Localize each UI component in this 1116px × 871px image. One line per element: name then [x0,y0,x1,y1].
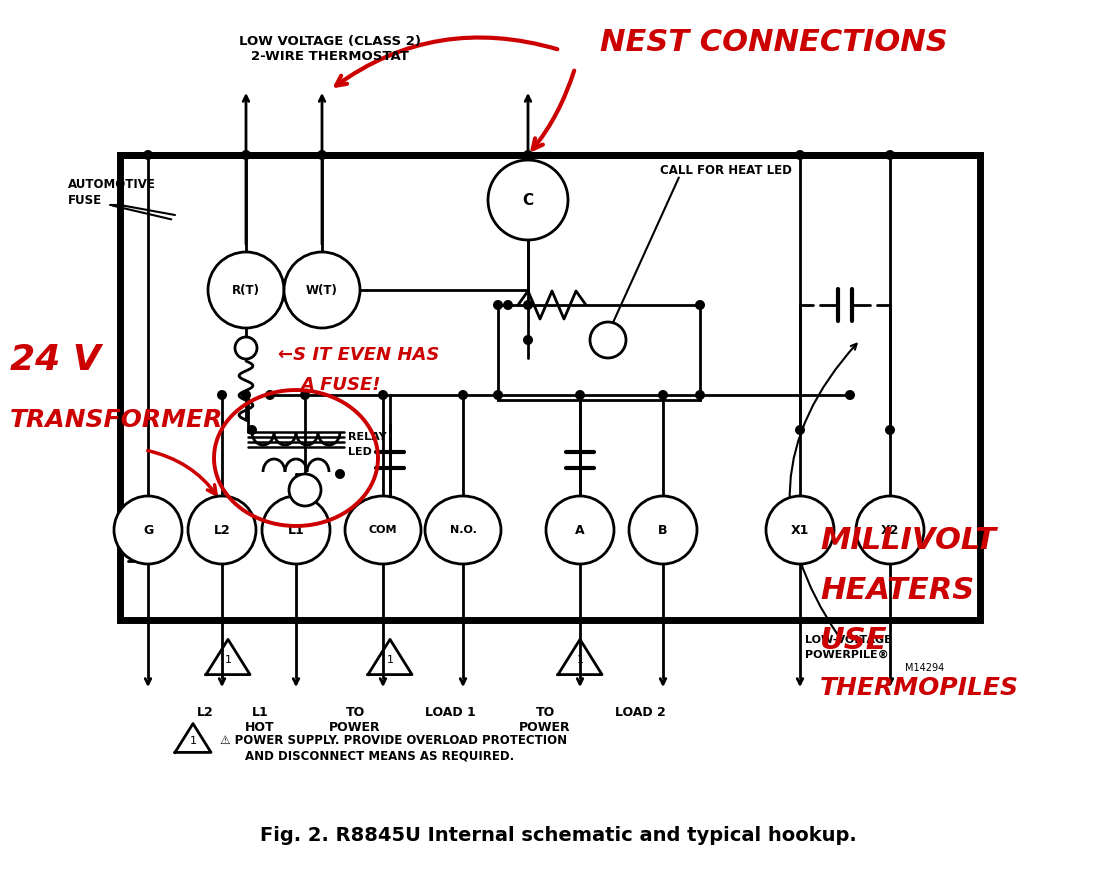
Circle shape [317,150,327,160]
Text: TRANSFORMER: TRANSFORMER [10,408,223,432]
Text: POWER: POWER [519,720,570,733]
Circle shape [590,322,626,358]
Text: RELAY: RELAY [348,432,386,442]
Text: CALL FOR HEAT LED: CALL FOR HEAT LED [660,164,792,177]
Text: USE: USE [820,625,887,654]
Text: 24 V: 24 V [10,343,100,377]
Text: LED: LED [348,447,372,457]
Circle shape [845,390,855,400]
Ellipse shape [766,496,834,564]
Circle shape [247,425,257,435]
Text: TO: TO [345,706,365,719]
Circle shape [523,150,533,160]
Ellipse shape [629,496,698,564]
Circle shape [795,425,805,435]
Circle shape [795,150,805,160]
Text: POWERPILE®: POWERPILE® [805,650,888,660]
Bar [498,305,700,400]
Circle shape [523,300,533,310]
Text: THERMOPILES: THERMOPILES [820,676,1019,700]
Circle shape [335,469,345,479]
Text: R(T): R(T) [232,283,260,296]
Text: HOT: HOT [246,720,275,733]
Ellipse shape [546,496,614,564]
Text: B: B [658,523,667,537]
Text: ⚠ POWER SUPPLY. PROVIDE OVERLOAD PROTECTION: ⚠ POWER SUPPLY. PROVIDE OVERLOAD PROTECT… [220,733,567,746]
Ellipse shape [345,496,421,564]
Text: COM: COM [368,525,397,535]
Circle shape [143,150,153,160]
Text: POWER: POWER [329,720,381,733]
Circle shape [885,150,895,160]
Ellipse shape [425,496,501,564]
Circle shape [575,390,585,400]
Circle shape [695,390,705,400]
Text: C: C [522,192,533,207]
Circle shape [208,252,283,328]
Text: A: A [575,523,585,537]
Text: L1: L1 [288,523,305,537]
Text: LOW VOLTAGE (CLASS 2): LOW VOLTAGE (CLASS 2) [239,36,421,49]
Circle shape [493,300,503,310]
Text: AND DISCONNECT MEANS AS REQUIRED.: AND DISCONNECT MEANS AS REQUIRED. [246,750,514,762]
Circle shape [503,300,513,310]
Text: L1: L1 [251,706,268,719]
Text: W(T): W(T) [306,283,338,296]
Text: 1: 1 [190,736,196,746]
Circle shape [241,150,251,160]
Circle shape [300,390,310,400]
Circle shape [264,390,275,400]
Circle shape [217,390,227,400]
Text: X2: X2 [881,523,899,537]
Circle shape [378,390,388,400]
Text: 1: 1 [224,655,231,665]
Circle shape [289,474,321,506]
Text: MILLIVOLT: MILLIVOLT [820,525,995,555]
Circle shape [241,390,251,400]
Circle shape [458,390,468,400]
Text: L2: L2 [213,523,230,537]
Text: Fig. 2. R8845U Internal schematic and typical hookup.: Fig. 2. R8845U Internal schematic and ty… [260,826,856,845]
Text: FUSE: FUSE [68,193,103,206]
Circle shape [523,335,533,345]
Text: 1: 1 [386,655,394,665]
Text: 2-WIRE THERMOSTAT: 2-WIRE THERMOSTAT [251,51,408,64]
Ellipse shape [856,496,924,564]
Text: NEST CONNECTIONS: NEST CONNECTIONS [600,28,947,57]
Text: LOAD 1: LOAD 1 [424,706,475,719]
Text: LOW-VOLTAGE: LOW-VOLTAGE [805,635,892,645]
Text: ←S IT EVEN HAS: ←S IT EVEN HAS [278,346,440,364]
Text: M14294: M14294 [905,663,944,673]
Circle shape [658,390,668,400]
Circle shape [488,160,568,240]
Text: AUTOMOTIVE: AUTOMOTIVE [68,179,156,192]
Text: A FUSE!: A FUSE! [300,376,381,394]
Text: N.O.: N.O. [450,525,477,535]
Circle shape [493,390,503,400]
Ellipse shape [114,496,182,564]
Ellipse shape [262,496,330,564]
Text: X1: X1 [791,523,809,537]
Text: 1: 1 [577,655,584,665]
Text: LOAD 2: LOAD 2 [615,706,665,719]
Text: TO: TO [536,706,555,719]
Bar [121,155,980,620]
Text: G: G [143,523,153,537]
Circle shape [235,337,257,359]
Circle shape [283,252,360,328]
Text: HEATERS: HEATERS [820,576,974,604]
Circle shape [695,300,705,310]
Text: L2: L2 [196,706,213,719]
Ellipse shape [187,496,256,564]
Circle shape [885,425,895,435]
